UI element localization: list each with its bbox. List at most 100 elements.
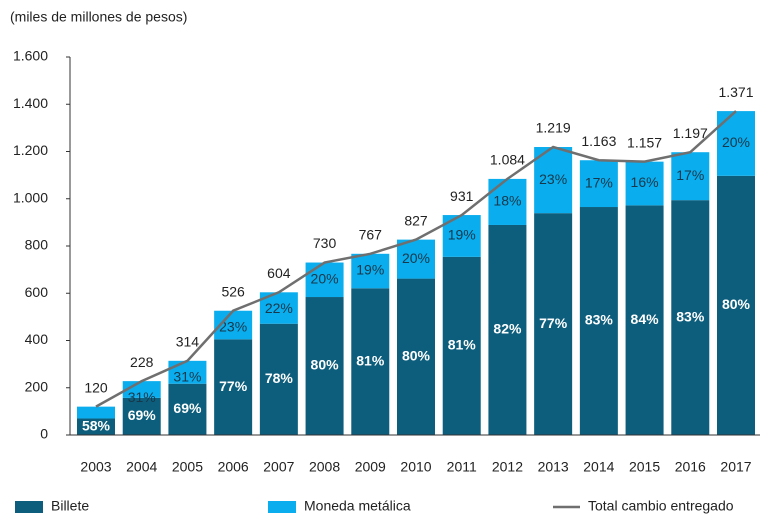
share-label: 31% xyxy=(173,369,201,385)
bar-segment xyxy=(579,207,618,435)
bar-segment xyxy=(351,253,390,289)
x-tick-label: 2009 xyxy=(355,459,386,475)
x-tick-label: 2015 xyxy=(629,459,660,475)
total-label: 931 xyxy=(450,188,474,204)
share-label: 69% xyxy=(173,400,202,416)
share-label: 84% xyxy=(631,311,660,327)
x-tick-label: 2006 xyxy=(218,459,249,475)
share-label: 20% xyxy=(311,270,339,286)
y-axis-label: (miles de millones de pesos) xyxy=(10,9,187,25)
share-label: 17% xyxy=(585,174,613,190)
legend-swatch xyxy=(268,501,296,513)
y-tick-label: 1.400 xyxy=(13,95,48,111)
total-label: 120 xyxy=(84,379,108,395)
bar-segment xyxy=(77,406,115,419)
bar-segment xyxy=(625,161,664,206)
total-label: 1.163 xyxy=(581,133,616,149)
y-tick-label: 400 xyxy=(25,331,49,347)
y-tick-label: 1.000 xyxy=(13,189,48,205)
share-label: 23% xyxy=(539,171,567,187)
total-label: 604 xyxy=(267,265,291,281)
bar-segment xyxy=(168,383,207,435)
share-label: 22% xyxy=(265,300,293,316)
total-line xyxy=(95,110,737,408)
bar-segment xyxy=(259,323,298,435)
share-label: 31% xyxy=(128,389,156,405)
bar-segment xyxy=(671,152,710,201)
bar-segment xyxy=(488,224,527,435)
bar-segment xyxy=(671,200,710,435)
bar-segment xyxy=(214,339,253,435)
share-label: 78% xyxy=(265,370,294,386)
bar-segment xyxy=(77,418,115,435)
share-label: 20% xyxy=(722,134,750,150)
x-tick-label: 2004 xyxy=(126,459,157,475)
legend-swatch xyxy=(15,501,43,513)
bar-segment xyxy=(579,160,618,208)
bar-segment xyxy=(488,178,527,225)
bar-segment xyxy=(397,278,435,435)
legend-label: Moneda metálica xyxy=(304,498,411,514)
x-tick-label: 2008 xyxy=(309,459,340,475)
share-label: 80% xyxy=(402,348,431,364)
share-label: 83% xyxy=(676,308,705,324)
x-tick-label: 2014 xyxy=(583,459,614,475)
total-label: 1.084 xyxy=(490,152,525,168)
x-tick-label: 2012 xyxy=(492,459,523,475)
share-label: 23% xyxy=(219,318,247,334)
y-tick-label: 0 xyxy=(40,426,48,442)
bar-segment xyxy=(305,262,344,298)
bar-segment xyxy=(442,256,481,435)
x-tick-label: 2017 xyxy=(720,459,751,475)
bar-segment xyxy=(534,213,573,435)
share-label: 82% xyxy=(493,321,522,337)
total-label: 827 xyxy=(404,212,428,228)
legend-label: Billete xyxy=(51,498,89,514)
bar-segment xyxy=(122,397,161,435)
share-label: 20% xyxy=(402,250,430,266)
y-tick-label: 600 xyxy=(25,284,49,300)
share-label: 81% xyxy=(448,337,477,353)
share-label: 69% xyxy=(128,407,157,423)
x-tick-label: 2007 xyxy=(263,459,294,475)
total-label: 1.219 xyxy=(536,120,571,136)
bar-segment xyxy=(717,175,755,436)
share-label: 19% xyxy=(356,262,384,278)
share-label: 18% xyxy=(493,193,521,209)
share-label: 77% xyxy=(219,378,248,394)
total-label: 526 xyxy=(221,283,245,299)
x-tick-label: 2005 xyxy=(172,459,203,475)
share-label: 58% xyxy=(82,417,111,433)
share-label: 19% xyxy=(448,227,476,243)
bar-segment xyxy=(625,205,664,435)
share-label: 81% xyxy=(356,352,385,368)
x-tick-label: 2011 xyxy=(447,459,477,475)
total-label: 1.371 xyxy=(718,84,753,100)
y-tick-label: 1.200 xyxy=(13,142,48,158)
x-tick-label: 2010 xyxy=(400,459,431,475)
total-label: 767 xyxy=(359,226,383,242)
share-label: 77% xyxy=(539,315,568,331)
share-label: 16% xyxy=(631,174,659,190)
bar-segment xyxy=(351,288,390,435)
total-label: 314 xyxy=(176,334,200,350)
bar-segment xyxy=(397,239,435,279)
y-tick-label: 800 xyxy=(25,237,49,253)
total-label: 1.157 xyxy=(627,134,662,150)
bar-segment xyxy=(305,297,344,435)
y-tick-label: 200 xyxy=(25,378,49,394)
share-label: 80% xyxy=(722,296,751,312)
x-tick-label: 2003 xyxy=(80,459,111,475)
total-label: 730 xyxy=(313,235,337,251)
bar-segment xyxy=(168,360,207,384)
x-tick-label: 2013 xyxy=(538,459,569,475)
total-label: 228 xyxy=(130,354,154,370)
legend-label: Total cambio entregado xyxy=(588,498,734,514)
y-tick-label: 1.600 xyxy=(13,48,48,64)
share-label: 80% xyxy=(311,357,340,373)
share-label: 17% xyxy=(676,167,704,183)
bar-segment xyxy=(534,147,573,214)
share-label: 83% xyxy=(585,312,614,328)
total-label: 1.197 xyxy=(673,125,708,141)
